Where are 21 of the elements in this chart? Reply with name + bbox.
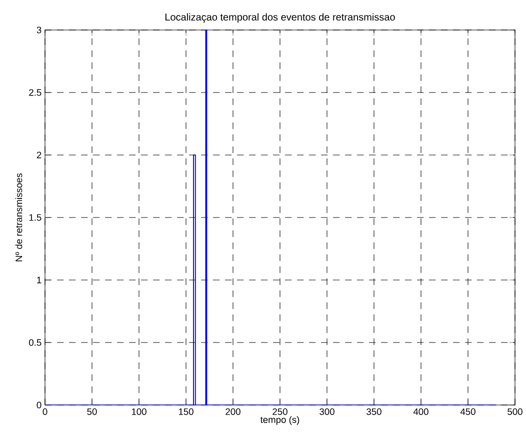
x-tick-label: 400 bbox=[413, 408, 428, 415]
x-tick-label: 300 bbox=[320, 408, 334, 415]
y-axis-title: Nº de retransmissoes bbox=[15, 173, 22, 262]
x-axis-title: tempo (s) bbox=[260, 416, 300, 425]
x-tick-label: 100 bbox=[132, 408, 146, 415]
x-tick-label: 450 bbox=[460, 408, 476, 415]
y-tick-label: 1.5 bbox=[29, 214, 42, 221]
y-tick-label: 3 bbox=[36, 26, 42, 34]
chart-title: Localizaçao temporal dos eventos de retransmissao bbox=[165, 13, 395, 23]
y-tick-label: 2.5 bbox=[29, 89, 42, 96]
y-tick-label: 0.5 bbox=[29, 339, 42, 346]
x-tick-label: 500 bbox=[508, 408, 522, 415]
x-tick-label: 50 bbox=[87, 408, 97, 415]
y-tick-label: 2 bbox=[36, 152, 42, 158]
x-tick-label: 350 bbox=[366, 408, 382, 415]
x-tick-label: 150 bbox=[178, 408, 194, 415]
y-tick-label: 0 bbox=[36, 402, 42, 408]
x-tick-label: 250 bbox=[272, 408, 288, 415]
x-tick-label: 200 bbox=[226, 408, 240, 415]
y-tick-label: 1 bbox=[37, 276, 42, 284]
x-tick-label: 0 bbox=[42, 408, 48, 415]
